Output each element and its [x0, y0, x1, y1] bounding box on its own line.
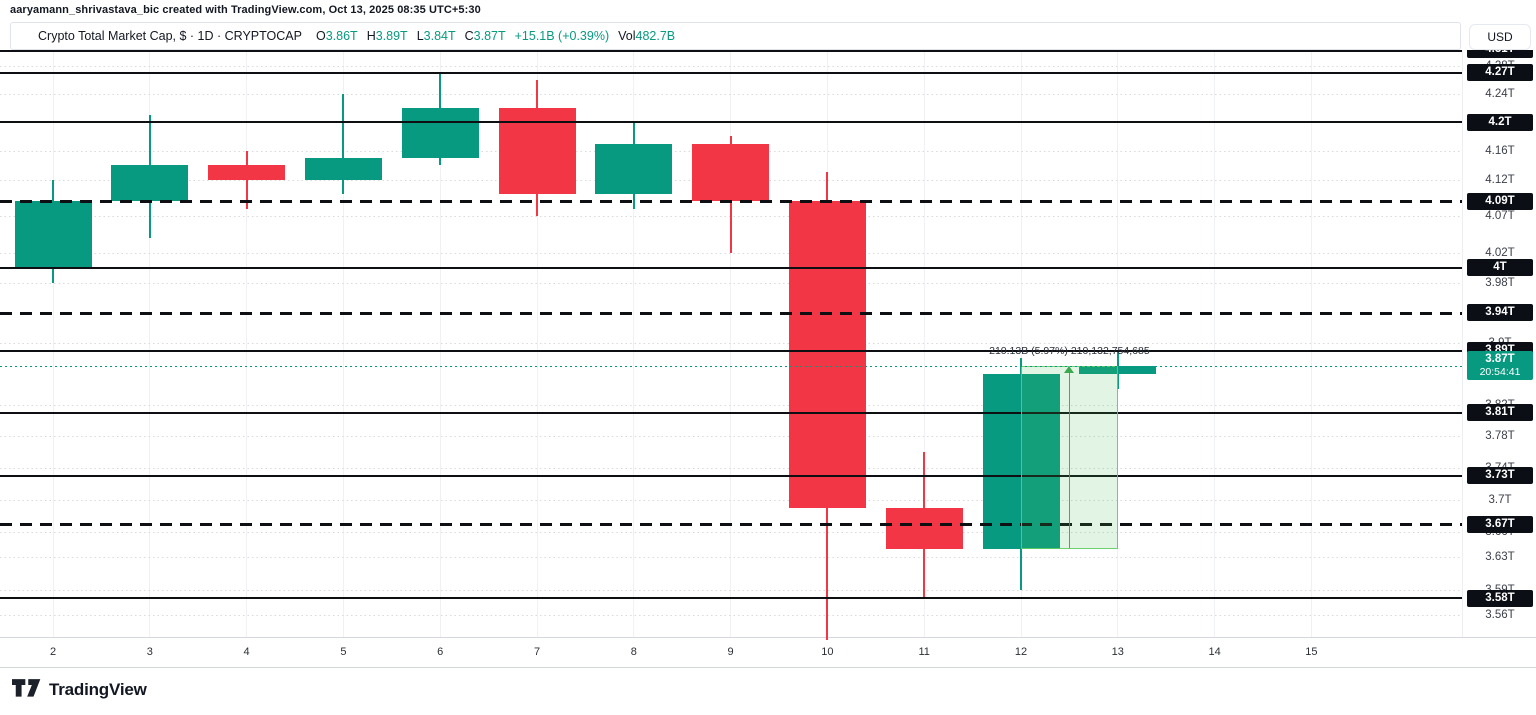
- price-axis-tick: 3.7T: [1488, 493, 1512, 506]
- horizontal-gridline: [0, 343, 1462, 345]
- horizontal-gridline: [0, 94, 1462, 95]
- candle-body-down: [788, 201, 866, 508]
- horizontal-gridline: [0, 404, 1462, 406]
- price-line-4.2t: [0, 121, 1462, 124]
- price-line-3.89t: [0, 349, 1462, 352]
- volume-value: 482.7B: [635, 29, 676, 43]
- candle-body-down: [885, 507, 963, 549]
- price-line-4.09t: [0, 200, 1462, 204]
- price-axis-tick: 4.12T: [1485, 173, 1515, 186]
- price-line-label-3.67t: 3.67T: [1467, 515, 1533, 533]
- price-line-4.27t: [0, 71, 1462, 74]
- ohlc-values: O3.86T H3.89T L3.84T C3.87T: [316, 29, 515, 43]
- time-axis-label: 11: [918, 646, 930, 658]
- candle-body-up: [14, 201, 92, 268]
- candle-wick-up: [342, 94, 345, 195]
- price-line-3.67t: [0, 523, 1462, 527]
- time-axis-label: 12: [1014, 646, 1028, 658]
- candle-body-up: [304, 157, 382, 180]
- time-axis-label: 15: [1305, 646, 1318, 658]
- price-line-label-4.31t: 4.31T: [1467, 50, 1533, 58]
- price-axis-tick: 3.63T: [1485, 550, 1515, 563]
- price-line-4.31t: [0, 50, 1462, 52]
- bar-countdown-timer: 20:54:41: [1479, 366, 1521, 379]
- attribution-text: aaryamann_shrivastava_bic created with T…: [10, 4, 481, 16]
- measure-label: 210.13B (5.97%) 210,132,754,685: [989, 345, 1150, 358]
- current-price-badge: 3.87T 20:54:41: [1467, 351, 1533, 381]
- candle-body-up: [111, 165, 189, 202]
- price-axis-tick: 4.07T: [1485, 209, 1515, 222]
- volume-label: Vol: [618, 29, 636, 43]
- ohlc-segment: C3.87T: [464, 29, 506, 43]
- horizontal-gridline: [0, 556, 1462, 558]
- price-axis-tick: 3.98T: [1485, 276, 1515, 289]
- symbol-title[interactable]: Crypto Total Market Cap, $ · 1D · CRYPTO…: [38, 29, 302, 43]
- measure-range-box[interactable]: [1021, 366, 1118, 549]
- tradingview-logo-text[interactable]: TradingView: [49, 680, 147, 699]
- horizontal-gridline: [0, 499, 1462, 501]
- time-axis-label: 3: [146, 646, 153, 658]
- horizontal-gridline: [0, 282, 1462, 284]
- horizontal-gridline: [0, 66, 1462, 68]
- candle-wick-down: [245, 150, 248, 209]
- measure-center-line: [1069, 372, 1071, 549]
- time-axis[interactable]: 2 3 4 5 6 7 8 9 10 11 12 13 14 15: [0, 637, 1536, 668]
- price-line-3.94t: [0, 311, 1462, 315]
- price-line-3.58t: [0, 597, 1462, 600]
- price-axis-tick: 4.16T: [1485, 144, 1515, 157]
- ohlc-segment: H3.89T: [366, 29, 408, 43]
- price-line-label-4.2t: 4.2T: [1467, 113, 1533, 131]
- change-value: +15.1B (+0.39%): [514, 29, 610, 43]
- tradingview-logo-icon[interactable]: [12, 679, 42, 701]
- time-axis-label: 9: [727, 646, 734, 658]
- time-axis-label: 13: [1111, 646, 1124, 658]
- time-axis-label: 5: [340, 646, 347, 658]
- current-price-line: [0, 366, 1462, 368]
- horizontal-gridline: [0, 532, 1462, 534]
- ohlc-segment: O3.86T: [315, 29, 358, 43]
- price-line-label-4.09t: 4.09T: [1467, 192, 1533, 210]
- price-axis-tick: 3.56T: [1485, 608, 1515, 621]
- tradingview-footer: TradingView: [12, 679, 147, 701]
- time-axis-label: 6: [437, 646, 444, 658]
- current-price-value: 3.87T: [1485, 353, 1515, 366]
- horizontal-gridline: [0, 467, 1462, 469]
- legend-panel: Crypto Total Market Cap, $ · 1D · CRYPTO…: [10, 22, 1461, 50]
- horizontal-gridline: [0, 614, 1462, 616]
- horizontal-gridline: [0, 589, 1462, 591]
- candle-body-up: [401, 108, 479, 158]
- price-axis[interactable]: 4.28T4.24T4.16T4.12T4.07T4.02T3.98T3.9T3…: [1462, 50, 1536, 637]
- price-line-4t: [0, 266, 1462, 269]
- time-axis-label: 7: [533, 646, 541, 658]
- price-line-3.73t: [0, 474, 1462, 477]
- measure-arrow-up-icon: [1064, 366, 1075, 374]
- price-line-label-3.58t: 3.58T: [1467, 589, 1533, 607]
- price-axis-tick: 4.24T: [1485, 88, 1515, 100]
- price-line-3.81t: [0, 411, 1462, 414]
- candle-body-down: [208, 165, 286, 180]
- horizontal-gridline: [0, 252, 1462, 254]
- time-axis-label: 14: [1208, 646, 1221, 658]
- candle-body-up: [1079, 366, 1157, 374]
- candle-body-up: [595, 143, 673, 195]
- price-line-label-3.81t: 3.81T: [1467, 404, 1533, 422]
- price-line-label-4t: 4T: [1467, 259, 1533, 277]
- price-line-label-3.94t: 3.94T: [1467, 304, 1533, 322]
- chart-plot-area[interactable]: 210.13B (5.97%) 210,132,754,685: [0, 50, 1462, 641]
- time-axis-label: 2: [49, 646, 57, 658]
- price-line-label-4.27t: 4.27T: [1467, 64, 1533, 82]
- price-axis-tick: 4.02T: [1485, 246, 1515, 259]
- time-axis-label: 4: [243, 646, 250, 658]
- time-axis-label: 8: [630, 646, 637, 658]
- price-axis-tick: 3.78T: [1485, 430, 1515, 443]
- time-axis-label: 10: [821, 646, 834, 658]
- ohlc-segment: L3.84T: [416, 29, 456, 43]
- candle-body-down: [692, 143, 770, 202]
- price-line-label-3.73t: 3.73T: [1467, 467, 1533, 485]
- horizontal-gridline: [0, 436, 1462, 438]
- currency-usd-button[interactable]: USD: [1469, 24, 1531, 50]
